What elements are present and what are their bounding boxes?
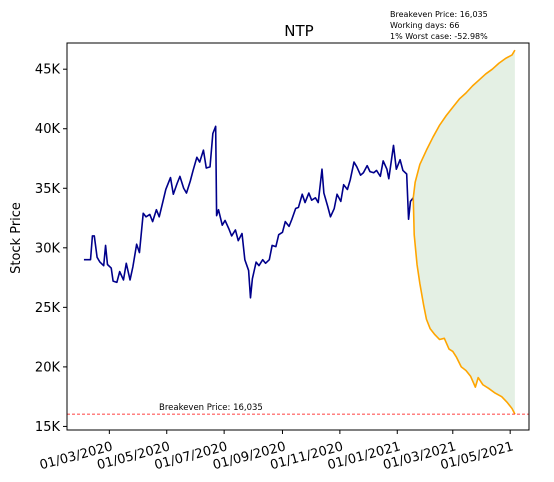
info-worst-case: 1% Worst case: -52.98% [390,32,488,41]
breakeven-label: Breakeven Price: 16,035 [159,403,263,413]
projection-band [413,50,515,414]
history-line [84,126,413,297]
info-box: Breakeven Price: 16,035 Working days: 66… [390,10,488,41]
y-tick-label: 40K [35,122,61,137]
chart-title: NTP [284,22,313,40]
y-tick-label: 25K [35,301,61,316]
y-tick-label: 35K [35,182,61,197]
info-working-days: Working days: 66 [390,21,459,30]
info-breakeven: Breakeven Price: 16,035 [390,10,488,19]
y-tick-label: 15K [35,420,61,435]
y-tick-label: 20K [35,360,61,375]
y-axis-label: Stock Price [9,202,24,274]
y-axis-ticks: 15K 20K 25K 30K 35K 40K 45K [35,63,67,435]
y-tick-label: 45K [35,63,61,78]
y-tick-label: 30K [35,241,61,256]
projection-band-layer [413,50,515,414]
x-axis-ticks: 01/03/202001/05/202001/07/202001/09/2020… [38,430,515,473]
